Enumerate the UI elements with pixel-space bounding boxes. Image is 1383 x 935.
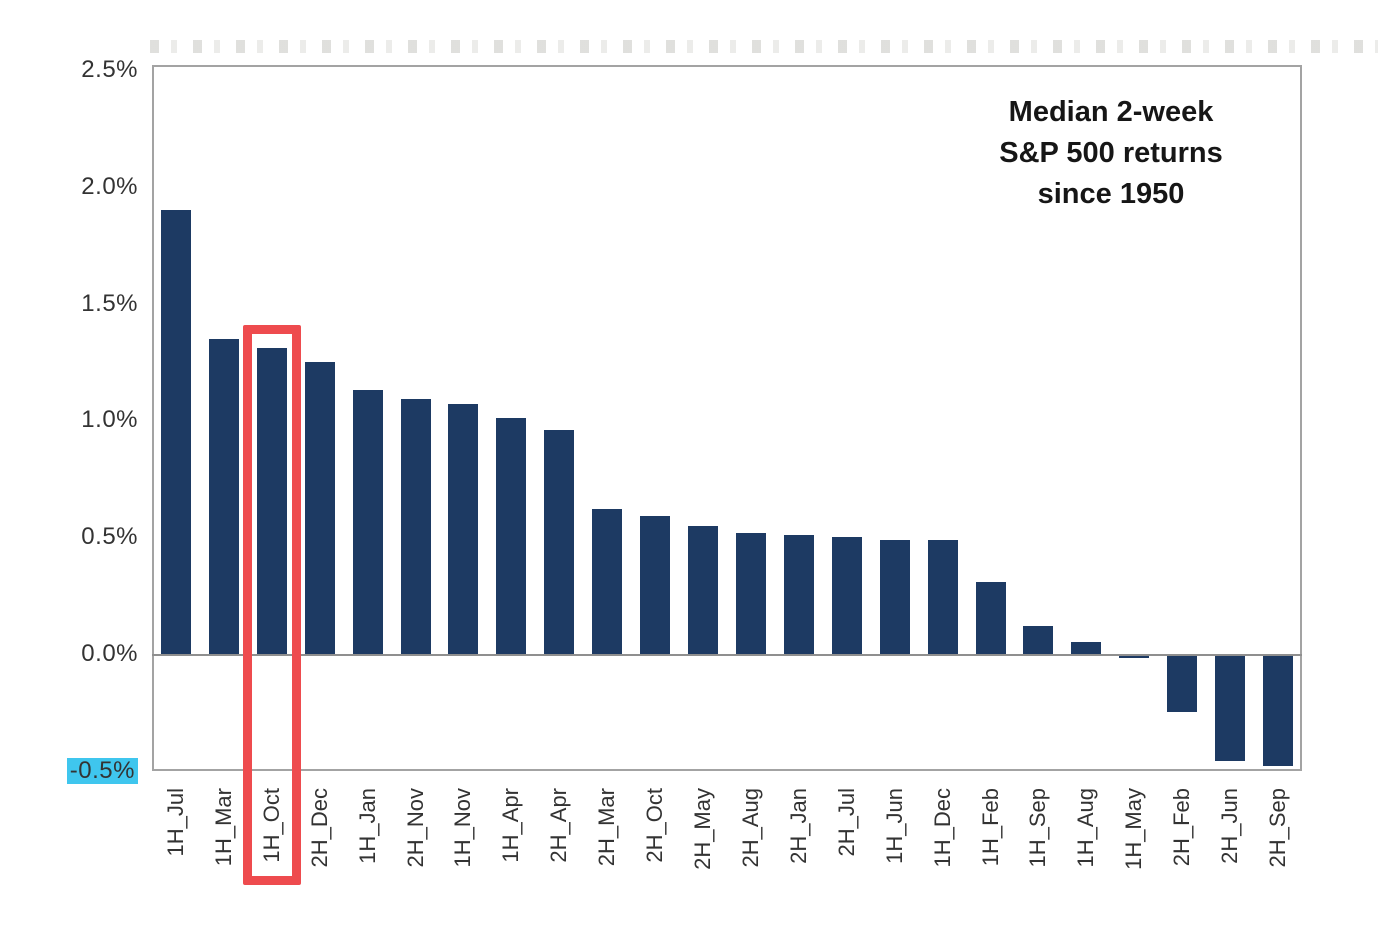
faint-cropped-text-strip [150, 40, 1378, 53]
x-tick-label-2H_Sep: 2H_Sep [1265, 788, 1291, 868]
y-tick-label: 2.5% [81, 56, 138, 83]
bar-2H_Sep [1263, 656, 1294, 766]
bar-1H_Apr [496, 418, 527, 654]
bar-1H_Aug [1071, 642, 1102, 654]
bar-2H_May [688, 525, 719, 654]
x-tick-label-1H_May: 1H_May [1121, 788, 1147, 870]
x-tick-label-1H_Apr: 1H_Apr [498, 788, 524, 863]
bar-2H_Jun [1215, 656, 1246, 762]
bar-2H_Mar [592, 509, 623, 654]
x-tick-label-1H_Mar: 1H_Mar [210, 788, 236, 867]
highlight-box-1h-oct [242, 325, 301, 885]
bar-1H_Mar [208, 338, 239, 654]
bar-1H_Dec [927, 539, 958, 654]
bar-2H_Dec [304, 362, 335, 654]
bar-2H_Feb [1167, 656, 1198, 713]
x-tick-label-1H_Jun: 1H_Jun [881, 788, 907, 864]
y-tick-label: 0.5% [81, 523, 138, 551]
bar-2H_Jul [831, 537, 862, 654]
y-tick-label: 1.5% [81, 289, 138, 317]
zero-baseline [152, 654, 1302, 656]
bar-1H_Jan [352, 390, 383, 654]
x-tick-label-1H_Dec: 1H_Dec [929, 788, 955, 868]
x-tick-label-2H_Nov: 2H_Nov [402, 788, 428, 868]
y-tick-label: 1.0% [81, 406, 138, 434]
x-tick-label-2H_Feb: 2H_Feb [1169, 788, 1195, 867]
x-tick-label-2H_Apr: 2H_Apr [546, 788, 572, 863]
x-tick-label-1H_Nov: 1H_Nov [450, 788, 476, 868]
x-tick-label-2H_Oct: 2H_Oct [642, 788, 668, 863]
chart-title-line: since 1950 [1037, 178, 1185, 210]
chart-title: Median 2-week S&P 500 returns since 1950 [950, 92, 1272, 215]
x-tick-label-1H_Feb: 1H_Feb [977, 788, 1003, 867]
x-tick-label-2H_Jun: 2H_Jun [1217, 788, 1243, 864]
bar-1H_Oct [256, 347, 287, 654]
y-tick-label: 0.0% [81, 640, 138, 667]
bar-1H_Jun [879, 539, 910, 654]
x-tick-label-2H_Dec: 2H_Dec [306, 788, 332, 868]
x-tick-label-1H_Jul: 1H_Jul [162, 788, 188, 857]
y-tick-label: -0.5% [18, 756, 138, 786]
bar-2H_Jan [783, 534, 814, 654]
y-tick-label: 2.0% [81, 172, 138, 200]
bar-1H_Sep [1023, 625, 1054, 654]
bar-2H_Apr [544, 429, 575, 654]
highlighted-y-tick-label: -0.5% [66, 757, 138, 784]
bar-1H_Feb [975, 581, 1006, 654]
bar-2H_Nov [400, 399, 431, 654]
chart-title-line: Median 2-week [1008, 96, 1214, 128]
bar-1H_Jul [160, 210, 191, 654]
bar-2H_Oct [640, 516, 671, 654]
bar-2H_Aug [735, 532, 766, 654]
x-tick-label-2H_May: 2H_May [690, 788, 716, 870]
plot-area [152, 65, 1302, 771]
x-tick-label-2H_Mar: 2H_Mar [594, 788, 620, 867]
x-tick-label-1H_Aug: 1H_Aug [1073, 788, 1099, 868]
x-tick-label-1H_Jan: 1H_Jan [354, 788, 380, 864]
x-tick-label-1H_Sep: 1H_Sep [1025, 788, 1051, 868]
x-tick-label-2H_Aug: 2H_Aug [737, 788, 763, 868]
chart-title-line: S&P 500 returns [999, 137, 1223, 169]
bar-1H_May [1119, 656, 1150, 659]
bar-1H_Nov [448, 404, 479, 654]
x-tick-label-2H_Jul: 2H_Jul [833, 788, 859, 857]
x-tick-label-2H_Jan: 2H_Jan [785, 788, 811, 864]
